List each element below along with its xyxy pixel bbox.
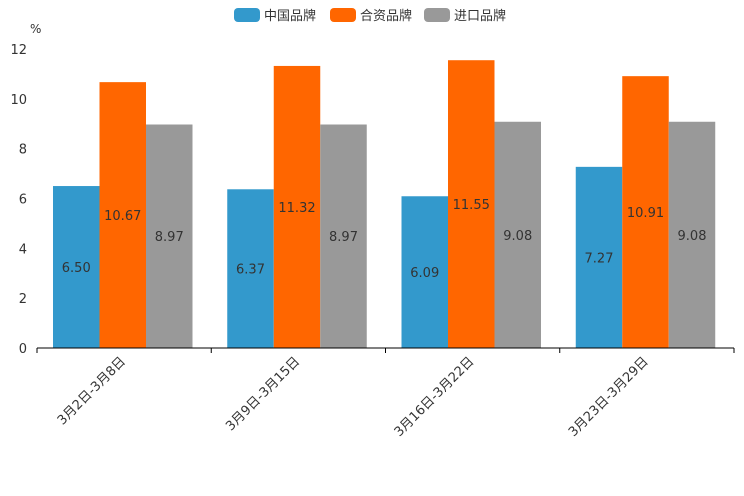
- bar-value-label: 6.37: [236, 263, 265, 278]
- bar: [668, 121, 716, 348]
- y-tick-label: 4: [19, 242, 27, 257]
- y-axis-ticks: 0 2 4 6 8 10 12: [10, 43, 27, 357]
- y-tick-label: 2: [19, 292, 27, 307]
- bar: [53, 186, 100, 348]
- y-tick-label: 8: [19, 143, 27, 158]
- bar-value-label: 9.08: [678, 229, 707, 244]
- bar-value-label: 6.50: [62, 261, 91, 276]
- bar-value-label: 6.09: [410, 266, 439, 281]
- x-tick-label: 3月2日-3月8日: [55, 354, 129, 428]
- legend-swatch: [424, 8, 450, 22]
- bar: [622, 76, 669, 348]
- bar-value-label: 10.91: [627, 206, 664, 221]
- bar: [320, 124, 367, 348]
- bar: [99, 82, 146, 349]
- x-tick-label: 3月16日-3月22日: [392, 354, 478, 440]
- legend-item[interactable]: 合资品牌: [330, 8, 412, 24]
- x-tick-label: 3月23日-3月29日: [566, 354, 652, 440]
- bars: 6.50 6.37 6.09 7.27 10.67 11.32 11.55 10.91 8.97…: [53, 60, 716, 349]
- bar-value-label: 11.32: [278, 201, 315, 216]
- bar-value-label: 10.67: [104, 209, 141, 224]
- x-axis: [36, 347, 735, 353]
- y-tick-label: 10: [10, 93, 27, 108]
- y-tick-label: 12: [10, 43, 27, 58]
- legend-swatch: [330, 8, 356, 22]
- bar: [146, 124, 193, 348]
- bar: [448, 60, 495, 349]
- x-axis-labels: 3月2日-3月8日 3月9日-3月15日 3月16日-3月22日 3月23日-3月29…: [55, 354, 652, 440]
- bar-value-label: 8.97: [155, 230, 184, 245]
- bar-value-label: 11.55: [453, 198, 490, 213]
- bar-value-label: 9.08: [503, 229, 532, 244]
- legend-label: 进口品牌: [454, 8, 506, 24]
- bar-value-label: 7.27: [585, 251, 614, 266]
- legend-item[interactable]: 中国品牌: [234, 8, 316, 24]
- y-tick-label: 6: [19, 193, 27, 208]
- x-tick-label: 3月9日-3月15日: [223, 354, 303, 434]
- legend-label: 中国品牌: [264, 8, 316, 24]
- legend-label: 合资品牌: [360, 8, 412, 24]
- bar: [227, 189, 274, 348]
- bar: [494, 121, 541, 348]
- legend-item[interactable]: 进口品牌: [424, 8, 506, 24]
- y-tick-label: 0: [19, 342, 27, 357]
- bar: [575, 166, 623, 348]
- y-axis-unit: %: [30, 22, 41, 36]
- bar: [273, 65, 321, 349]
- legend: 中国品牌 合资品牌 进口品牌: [234, 8, 506, 24]
- bar: [401, 196, 448, 348]
- bar-value-label: 8.97: [329, 230, 358, 245]
- legend-swatch: [234, 8, 260, 22]
